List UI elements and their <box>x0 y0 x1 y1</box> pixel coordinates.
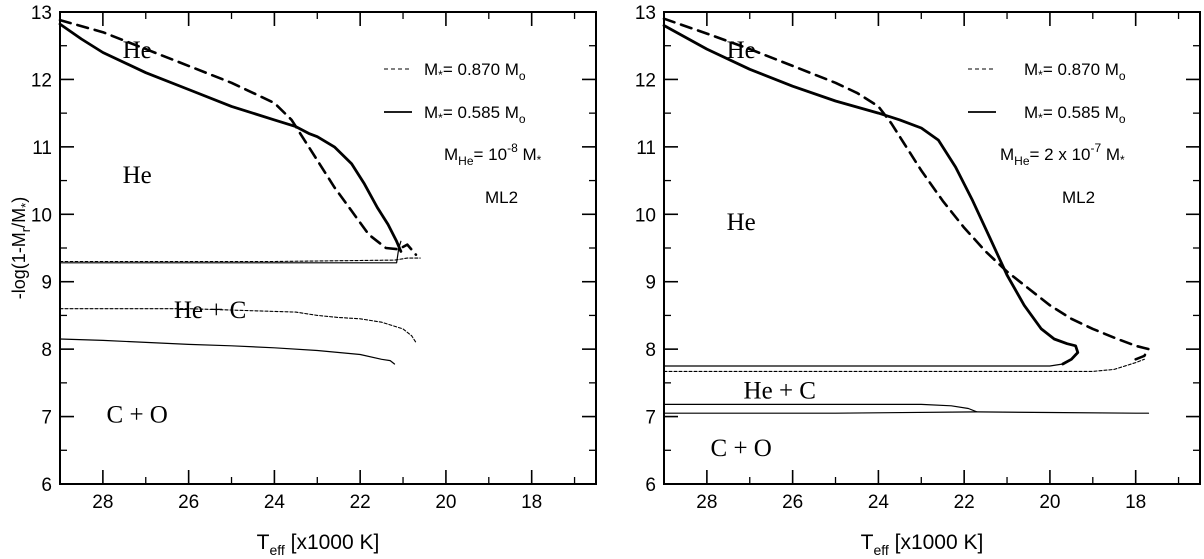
right-x-tick-label: 26 <box>782 492 803 513</box>
left-x-tick-label: 28 <box>92 492 113 513</box>
right-legend: M*= 0.870 Mo M*= 0.585 Mo MHe= 2 x 10-7 … <box>968 60 1126 207</box>
right-y-tick-label: 8 <box>645 340 656 361</box>
right-x-tick-label: 28 <box>696 492 717 513</box>
left-ticks: 6 7 8 9 10 11 12 13 28 26 24 22 20 18 <box>31 3 596 513</box>
left-region-labels: He He He + C C + O <box>107 37 247 428</box>
right-series-1-thick-dashed <box>662 17 1150 361</box>
right-ticks: 6 7 8 9 10 11 12 13 28 26 24 22 20 18 <box>635 3 1200 513</box>
right-y-tick-label: 12 <box>635 70 656 91</box>
right-x-tick-label: 24 <box>868 492 890 513</box>
left-series-4-thin-solid <box>59 338 396 365</box>
left-y-tick-label: 12 <box>31 70 52 91</box>
left-x-tick-label: 22 <box>350 492 371 513</box>
right-x-axis-label: Teff [x1000 K] <box>861 531 984 558</box>
right-series-2-thin-solid <box>663 363 1064 367</box>
left-series-5-thin-dashed <box>59 308 417 343</box>
right-legend-model: ML2 <box>1062 188 1095 207</box>
left-legend-mhe: MHe= 10-8 M* <box>444 141 542 168</box>
right-y-tick-label: 9 <box>645 273 656 294</box>
right-region-label: He <box>727 209 756 236</box>
right-y-tick-label: 7 <box>645 408 656 429</box>
right-series-5-thin-solid <box>663 411 1150 414</box>
right-legend-entry-1: M*= 0.870 Mo <box>1024 60 1126 83</box>
right-y-tick-label: 11 <box>636 138 656 159</box>
left-x-axis-label: Teff [x1000 K] <box>257 531 380 558</box>
right-series <box>662 17 1150 414</box>
left-chart: 6 7 8 9 10 11 12 13 28 26 24 22 20 18 He He He + C C + O… <box>9 3 597 558</box>
left-series-0-thick-solid <box>58 22 403 253</box>
left-x-tick-label: 26 <box>178 492 199 513</box>
left-series-2-thin-solid <box>59 240 402 264</box>
left-legend-model: ML2 <box>485 188 518 207</box>
left-series-1-thick-dashed <box>58 18 418 256</box>
right-y-tick-label: 13 <box>635 3 656 24</box>
left-y-tick-label: 8 <box>41 340 52 361</box>
right-region-label: He <box>727 37 756 64</box>
left-y-tick-label: 9 <box>41 273 52 294</box>
right-y-tick-label: 10 <box>635 205 656 226</box>
right-legend-mhe: MHe= 2 x 10-7 M* <box>1000 141 1125 168</box>
right-chart: 6 7 8 9 10 11 12 13 28 26 24 22 20 18 He He He + C C + O… <box>635 3 1201 558</box>
left-series-3-thin-dashed <box>59 257 421 263</box>
left-x-tick-label: 20 <box>435 492 456 513</box>
right-series-3-thin-dashed <box>663 358 1145 372</box>
left-y-tick-label: 7 <box>41 408 52 429</box>
right-y-tick-label: 6 <box>645 475 656 496</box>
left-legend: M*= 0.870 Mo M*= 0.585 Mo MHe= 10-8 M* M… <box>384 60 542 207</box>
left-region-label: He <box>123 37 152 64</box>
right-region-label: He + C <box>744 378 816 405</box>
left-region-label: C + O <box>107 401 168 428</box>
right-region-label: C + O <box>711 435 772 462</box>
right-legend-entry-2: M*= 0.585 Mo <box>1024 103 1126 126</box>
left-x-tick-label: 18 <box>521 492 542 513</box>
left-y-axis-label: -log(1-Mr/M*) <box>9 197 33 299</box>
left-region-label: He <box>123 162 152 189</box>
left-x-tick-label: 24 <box>264 492 286 513</box>
left-y-tick-label: 11 <box>32 138 52 159</box>
right-x-tick-label: 22 <box>954 492 975 513</box>
right-x-tick-label: 20 <box>1039 492 1060 513</box>
right-region-labels: He He He + C C + O <box>711 37 816 462</box>
left-legend-entry-1: M*= 0.870 Mo <box>424 60 526 83</box>
left-y-tick-label: 6 <box>41 475 52 496</box>
right-x-tick-label: 18 <box>1125 492 1146 513</box>
right-series-0-thick-solid <box>662 24 1080 366</box>
left-y-tick-label: 10 <box>31 205 52 226</box>
right-series-4-thin-solid <box>663 403 978 413</box>
left-legend-entry-2: M*= 0.585 Mo <box>424 103 526 126</box>
left-region-label: He + C <box>174 297 246 324</box>
left-series <box>58 18 421 365</box>
left-y-tick-label: 13 <box>31 3 52 24</box>
